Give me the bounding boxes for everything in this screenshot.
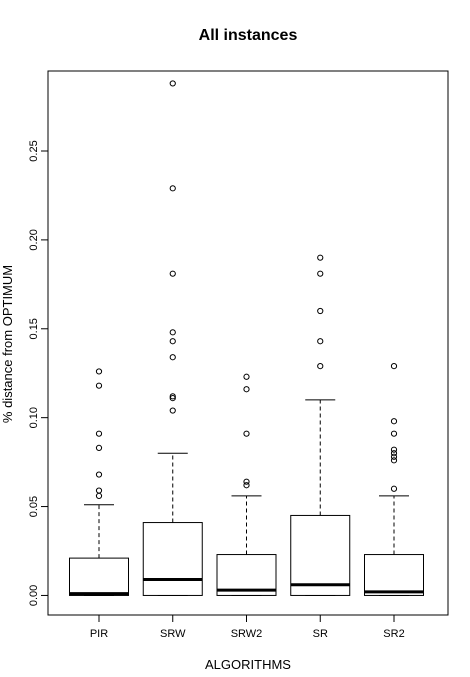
outlier-point [243, 430, 250, 437]
outlier-point [317, 270, 324, 277]
box-srw [142, 80, 203, 596]
outlier-point [390, 430, 398, 437]
y-axis-label: % distance from OPTIMUM [0, 265, 15, 423]
y-tick-label: 0.10 [28, 407, 40, 428]
x-tick-label: SRW2 [231, 628, 263, 640]
x-tick-label: SRW [160, 628, 186, 640]
y-tick-label: 0.05 [28, 496, 40, 517]
outlier-point [169, 407, 176, 414]
box-srw2 [216, 373, 277, 596]
y-tick-label: 0.15 [28, 318, 40, 339]
y-tick-label: 0.20 [28, 229, 40, 250]
y-tick-label: 0.25 [28, 140, 40, 161]
outlier-point [95, 487, 103, 494]
outlier-point [243, 478, 250, 485]
outlier-point [390, 450, 398, 457]
outlier-point [169, 395, 176, 402]
x-axis-label: ALGORITHMS [205, 657, 291, 672]
outlier-point [95, 382, 103, 389]
outlier-point [243, 386, 250, 393]
outlier-point [169, 80, 176, 87]
outlier-point [390, 457, 398, 464]
outlier-point [390, 453, 398, 460]
outlier-point [169, 329, 176, 336]
outlier-point [169, 185, 176, 192]
outlier-point [390, 485, 398, 492]
outlier-point [95, 368, 103, 375]
outlier-point [390, 446, 398, 453]
y-axis: 0.00 0.05 0.10 0.15 0.20 0.25 [28, 140, 48, 606]
outlier-point [317, 254, 324, 261]
outlier-point [390, 418, 398, 425]
iqr-box [364, 554, 424, 596]
outlier-point [317, 307, 324, 315]
box-sr [290, 254, 351, 596]
chart-title: All instances [199, 27, 298, 44]
x-tick-label: SR2 [383, 628, 404, 640]
outlier-point [169, 393, 176, 400]
outlier-point [317, 363, 324, 370]
plot-frame [47, 70, 449, 616]
iqr-box [69, 557, 129, 596]
outlier-point [317, 338, 324, 345]
y-tick-label: 0.00 [28, 585, 40, 606]
x-axis: PIR SRW SRW2 SR SR2 [90, 615, 405, 640]
outlier-point [243, 482, 250, 489]
box-pir [69, 368, 129, 596]
outlier-point [243, 373, 250, 380]
box-sr2 [364, 363, 424, 596]
boxes-group [69, 80, 424, 596]
outlier-point [95, 471, 103, 478]
iqr-box [142, 522, 203, 596]
outlier-point [95, 492, 103, 499]
outlier-point [95, 444, 103, 451]
outlier-point [390, 363, 398, 370]
outlier-point [169, 354, 176, 361]
outlier-point [169, 338, 176, 345]
outlier-point [95, 430, 103, 437]
iqr-box [290, 514, 351, 596]
x-tick-label: SR [313, 628, 328, 640]
x-tick-label: PIR [90, 628, 108, 640]
outlier-point [169, 270, 176, 277]
